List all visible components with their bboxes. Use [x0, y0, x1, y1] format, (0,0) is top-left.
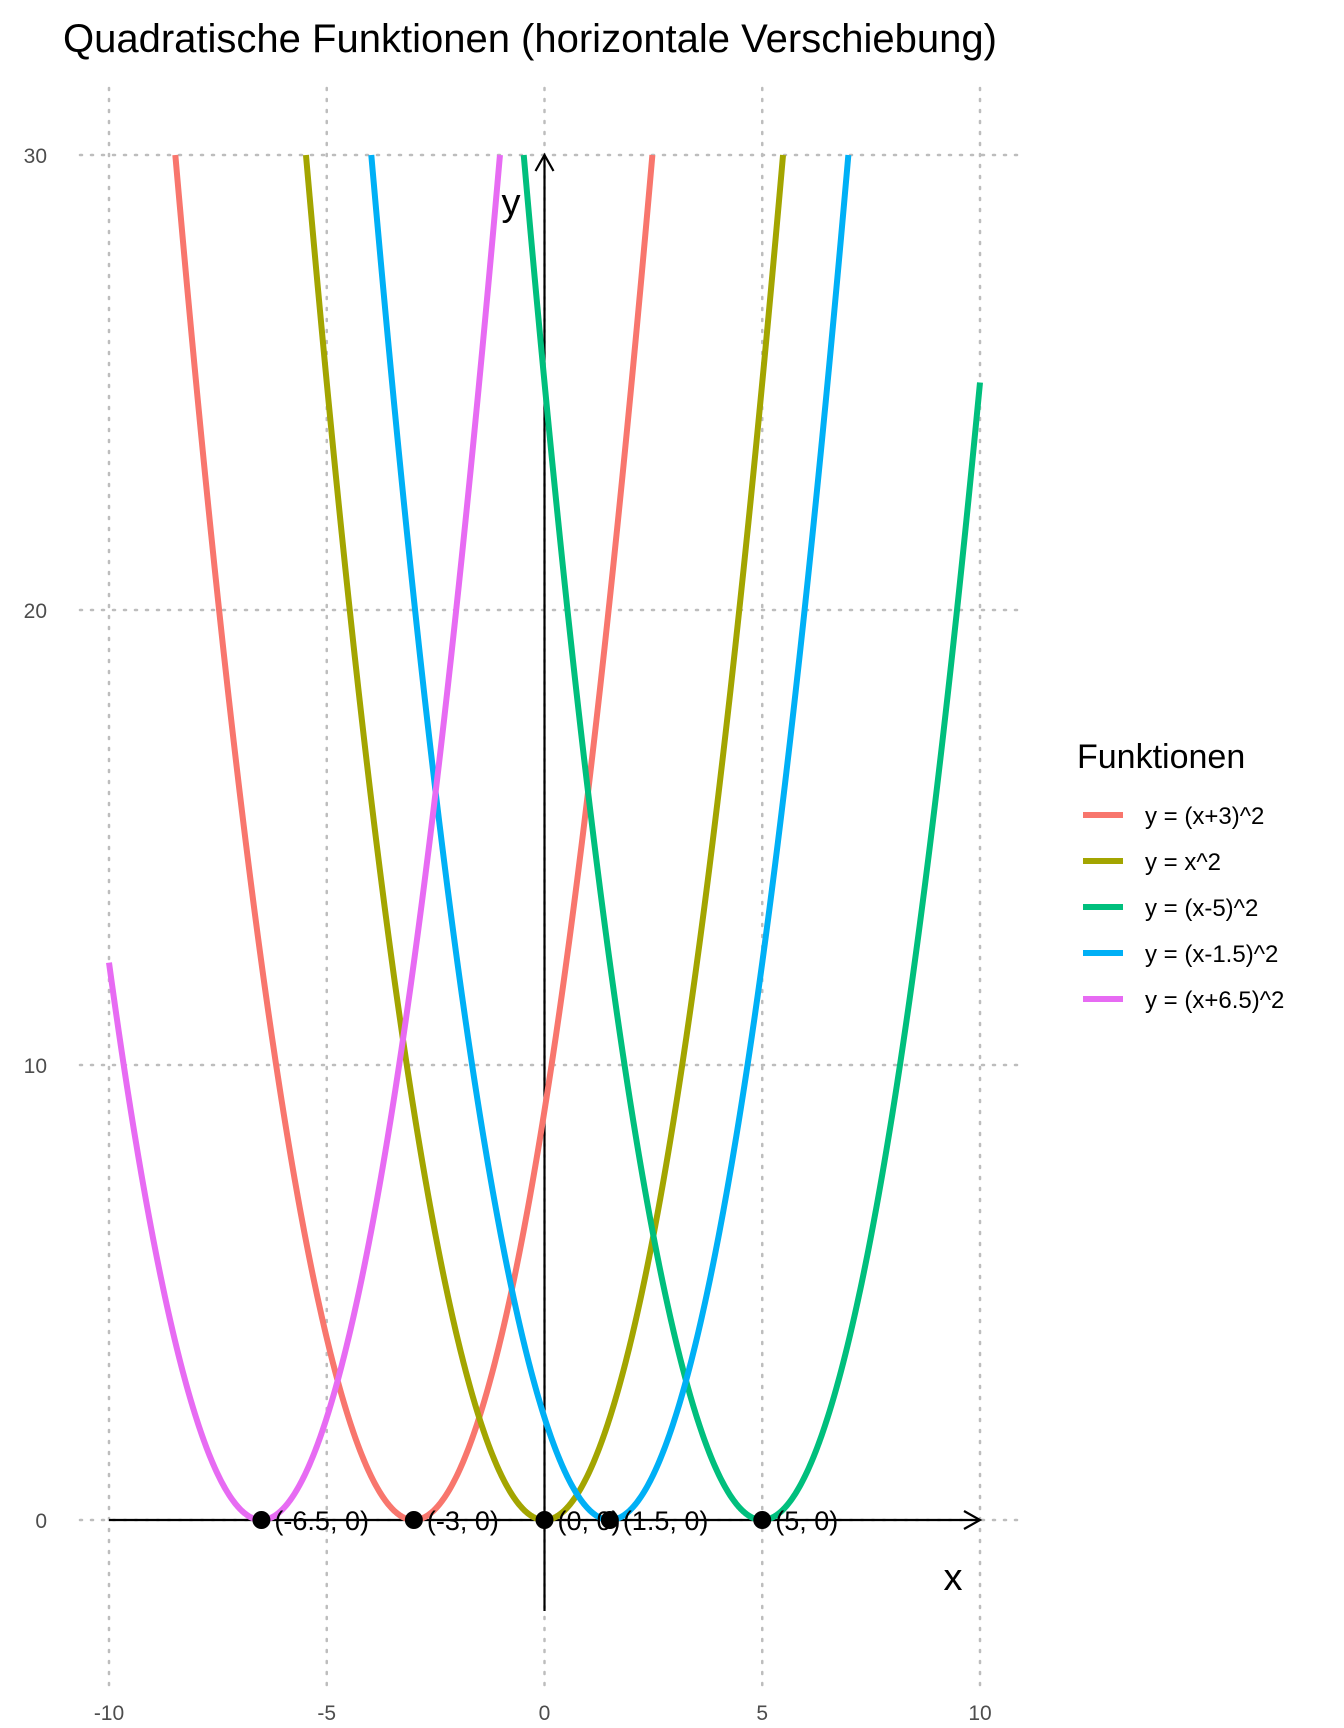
- y-axis-arrow: [534, 152, 555, 172]
- vertex-point: [535, 1511, 554, 1529]
- vertex-point: [252, 1511, 271, 1529]
- x-axis-label: x: [944, 1557, 963, 1599]
- legend-label: y = x^2: [1145, 849, 1221, 876]
- legend-label: y = (x-1.5)^2: [1145, 941, 1278, 968]
- x-tick-label: 0: [539, 1702, 551, 1725]
- vertex-label: (1.5, 0): [623, 1506, 709, 1536]
- x-tick-label: -10: [94, 1702, 124, 1725]
- tick-labels: -10 -5 0 5 10 0 10 20 30: [24, 145, 992, 1725]
- y-tick-label: 0: [35, 1510, 47, 1533]
- y-tick-label: 10: [24, 1055, 47, 1078]
- vertex-point: [600, 1511, 619, 1529]
- y-tick-label: 20: [24, 600, 47, 623]
- y-axis-label: y: [502, 182, 521, 224]
- vertex-label: (-6.5, 0): [274, 1506, 369, 1536]
- vertex-point: [404, 1511, 423, 1529]
- vertex-point: [753, 1511, 772, 1529]
- series-line: [106, 154, 503, 1523]
- vertex-label: (0, 0): [558, 1506, 621, 1536]
- vertex-points: (-6.5, 0) (-3, 0) (0, 0) (1.5, 0) (5, 0): [252, 1506, 838, 1536]
- legend-label: y = (x-5)^2: [1145, 895, 1258, 922]
- legend-label: y = (x+6.5)^2: [1145, 987, 1284, 1014]
- y-tick-label: 30: [24, 145, 47, 168]
- series-line: [172, 154, 656, 1523]
- legend-label: y = (x+3)^2: [1145, 803, 1264, 830]
- grid: [78, 86, 1024, 1688]
- legend-title: Funktionen: [1077, 738, 1245, 776]
- x-axis-arrow: [963, 1510, 983, 1530]
- chart-title: Quadratische Funktionen (horizontale Ver…: [63, 17, 997, 61]
- series-line: [520, 154, 983, 1523]
- series-line: [368, 154, 852, 1523]
- vertex-label: (-3, 0): [427, 1506, 499, 1536]
- legend: Funktionen y = (x+3)^2 y = x^2 y = (x-5)^2…: [1077, 738, 1284, 1014]
- x-tick-label: 5: [756, 1702, 768, 1725]
- x-tick-label: 10: [968, 1702, 991, 1725]
- x-tick-label: -5: [317, 1702, 336, 1725]
- vertex-label: (5, 0): [775, 1506, 838, 1536]
